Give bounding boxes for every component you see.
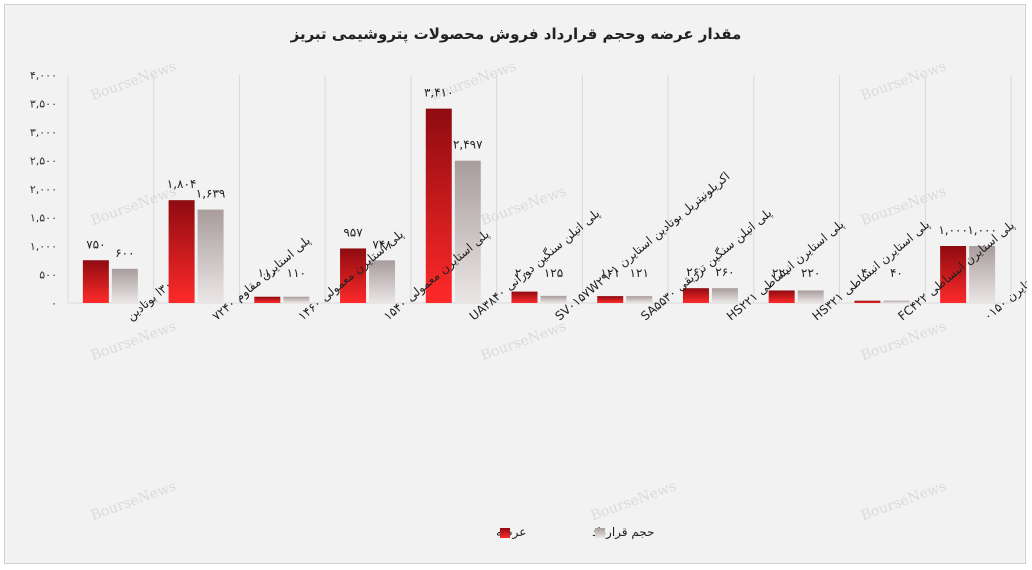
data-label-supply: ۱,۸۰۴ xyxy=(167,177,197,191)
bar-supply xyxy=(82,260,109,303)
data-label-supply: ۲۲۰ xyxy=(772,266,791,280)
y-tick-label: ۰ xyxy=(51,297,57,310)
legend-swatch-contract xyxy=(595,528,605,538)
watermark-text: BourseNews xyxy=(479,183,569,229)
bar-contract xyxy=(711,288,738,303)
watermark-text: BourseNews xyxy=(859,58,949,104)
watermark-text: BourseNews xyxy=(89,58,179,104)
data-label-supply: ۱۱۰ xyxy=(258,266,277,280)
data-label-contract: ۴۰ xyxy=(890,266,903,280)
bar-supply xyxy=(168,200,195,303)
watermark-text: BourseNews xyxy=(859,478,949,524)
legend-swatch-supply xyxy=(500,528,510,538)
y-tick-label: ۵۰۰ xyxy=(39,269,57,282)
data-label-supply: ۹۵۷ xyxy=(343,225,363,239)
legend: حجم قرارداد عرضه xyxy=(496,525,654,540)
y-axis-ticks: ۰ ۵۰۰ ۱,۰۰۰ ۱,۵۰۰ ۲,۰۰۰ ۲,۵۰۰ ۳,۰۰۰ ۳,۵۰۰ ۴,۰۰۰ xyxy=(30,69,57,310)
bar-supply xyxy=(940,246,967,303)
chart-title: مقدار عرضه وحجم قرارداد فروش محصولات پتر… xyxy=(290,25,742,44)
y-tick-label: ۳,۵۰۰ xyxy=(30,98,57,111)
y-tick-label: ۱,۰۰۰ xyxy=(30,240,57,253)
data-label-supply: ۱۲۱ xyxy=(601,266,620,280)
data-label-contract: ۷۴۸ xyxy=(372,237,392,251)
watermark-text: BourseNews xyxy=(859,318,949,364)
bar-supply xyxy=(425,108,452,303)
watermark-text: BourseNews xyxy=(479,318,569,364)
bar-contract xyxy=(369,260,396,303)
data-label-contract: ۲۲۰ xyxy=(801,266,820,280)
data-label-contract: ۱۲۱ xyxy=(630,266,649,280)
watermark-text: BourseNews xyxy=(589,478,679,524)
y-tick-label: ۴,۰۰۰ xyxy=(30,69,57,82)
bar-contract xyxy=(283,296,310,303)
y-tick-label: ۲,۰۰۰ xyxy=(30,183,57,196)
bar-supply xyxy=(597,296,624,303)
bars xyxy=(82,108,996,303)
y-tick-label: ۲,۵۰۰ xyxy=(30,155,57,168)
data-label-supply: ۱,۰۰۰ xyxy=(938,223,968,237)
y-tick-label: ۳,۰۰۰ xyxy=(30,126,57,139)
data-label-supply: ۲۰۰ xyxy=(515,266,534,280)
data-label-contract: ۱,۶۳۹ xyxy=(196,187,226,201)
legend-label-contract: حجم قرارداد xyxy=(592,525,654,540)
data-label-supply: ۴۰ xyxy=(861,266,874,280)
bar-contract xyxy=(454,160,481,303)
chart-frame: BourseNews BourseNews BourseNews BourseNews… xyxy=(4,4,1027,564)
data-label-contract: ۱۲۵ xyxy=(544,266,563,280)
bar-supply xyxy=(854,300,881,303)
grid-lines xyxy=(67,75,1012,304)
bar-contract xyxy=(797,290,824,303)
data-label-contract: ۲۶۰ xyxy=(715,265,734,279)
data-label-supply: ۳,۴۱۰ xyxy=(424,86,454,100)
data-label-supply: ۲۶۰ xyxy=(686,265,705,279)
bar-contract xyxy=(969,246,996,303)
data-label-contract: ۱۱۰ xyxy=(287,266,306,280)
bar-contract xyxy=(540,295,567,303)
bar-supply xyxy=(340,248,367,303)
chart: BourseNews BourseNews BourseNews BourseNews… xyxy=(30,25,1027,540)
data-label-contract: ۲,۴۹۷ xyxy=(453,138,483,152)
bar-contract xyxy=(197,209,224,303)
watermark-text: BourseNews xyxy=(89,478,179,524)
bar-supply xyxy=(254,296,281,303)
y-tick-label: ۱,۵۰۰ xyxy=(30,212,57,225)
data-label-contract: ۶۰۰ xyxy=(115,246,134,260)
data-label-supply: ۷۵۰ xyxy=(86,237,105,251)
watermark-text: BourseNews xyxy=(89,318,179,364)
bar-supply xyxy=(682,288,709,303)
bar-supply xyxy=(511,291,538,303)
data-label-contract: ۱,۰۰۰ xyxy=(967,223,997,237)
watermark-text: BourseNews xyxy=(89,183,179,229)
bar-contract xyxy=(111,268,138,303)
bar-contract xyxy=(883,300,910,303)
bar-supply xyxy=(768,290,795,303)
bar-contract xyxy=(626,296,653,303)
watermark-text: BourseNews xyxy=(859,183,949,229)
